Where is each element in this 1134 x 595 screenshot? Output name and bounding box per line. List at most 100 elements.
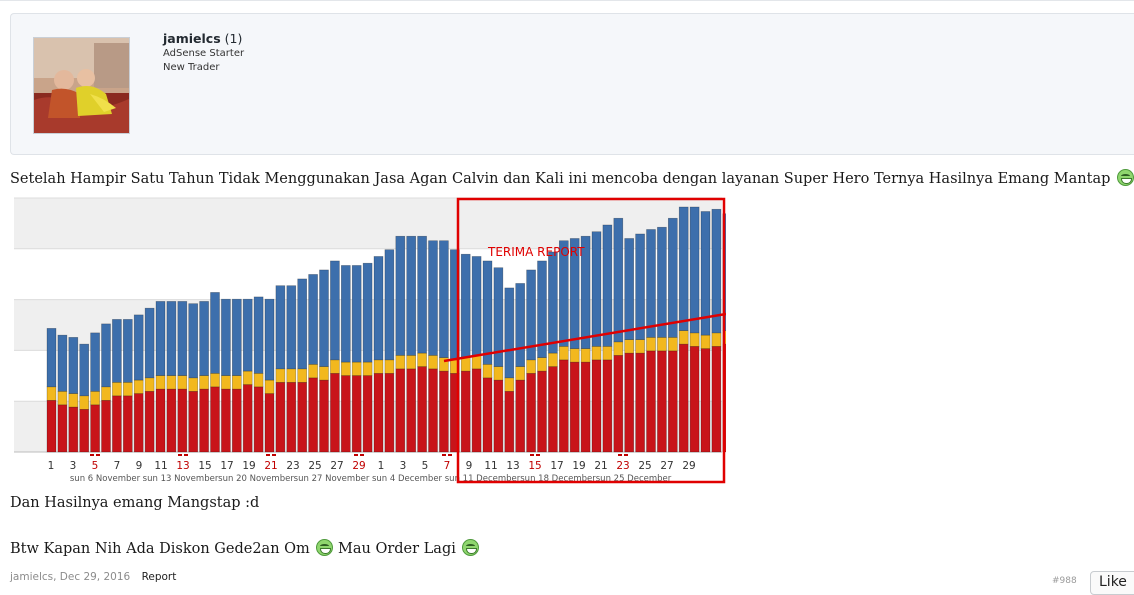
chart-bar (123, 319, 133, 383)
chart-bar (177, 375, 188, 390)
chart-bar (264, 393, 275, 453)
chart-bar (177, 388, 188, 453)
chart-bar (678, 343, 689, 453)
user-title-trader: New Trader (163, 62, 220, 73)
chart-bar (428, 368, 438, 453)
chart-bar (657, 337, 667, 352)
chart-bar (330, 260, 340, 361)
chart-bar (591, 346, 602, 361)
x-tick-label: 1 (48, 460, 55, 472)
message-user-info: jamielcs (1) AdSense Starter New Trader (10, 13, 1134, 155)
chart-bar (493, 267, 504, 367)
chart-bar (351, 361, 362, 376)
x-tick-label: 17 (550, 460, 563, 472)
meta-author-date[interactable]: jamielcs, Dec 29, 2016 (10, 571, 131, 583)
week-label: sun 4 December (372, 474, 443, 484)
report-link[interactable]: Report (141, 571, 177, 583)
message-text-1: Setelah Hampir Satu Tahun Tidak Mengguna… (10, 171, 1111, 187)
chart-bar (624, 339, 635, 354)
chart-bar (689, 332, 700, 347)
chart-bar (232, 375, 242, 390)
chart-bar (79, 395, 89, 410)
chart-bar (613, 341, 624, 356)
chart-bar (646, 337, 656, 352)
chart-bar (253, 373, 264, 388)
x-tick-label: 3 (400, 460, 407, 472)
username-link[interactable]: jamielcs (163, 31, 221, 46)
chart-bar (580, 348, 591, 363)
x-tick-label: 17 (220, 460, 233, 472)
week-label: sun 20 November (218, 474, 294, 484)
chart-bar (537, 357, 547, 372)
chart-bar (90, 332, 100, 392)
chart-bar (90, 391, 100, 406)
chart-bar (537, 370, 547, 453)
chart-bar (340, 361, 351, 376)
chart-bar (384, 373, 395, 453)
chart-bar (471, 368, 482, 453)
annotation-label: TERIMA REPORT (487, 245, 585, 259)
chart-bar (351, 265, 362, 363)
week-label: sun 27 November (294, 474, 370, 484)
chart-bar (460, 357, 471, 372)
chart-bar (439, 240, 449, 358)
chart-bar (471, 256, 482, 356)
chart-bar (700, 348, 711, 453)
x-tick-label: 29 (682, 460, 695, 472)
user-avatar[interactable] (33, 37, 130, 134)
x-tick-label: 5 (422, 460, 429, 472)
chart-bar (700, 334, 711, 349)
chart-bar (482, 377, 493, 453)
x-tick-label: 1 (378, 460, 385, 472)
chart-bar (101, 323, 111, 388)
chart-bar (90, 404, 100, 453)
chart-bar (395, 355, 406, 370)
chart-bar (646, 229, 656, 338)
chart-bar (264, 298, 275, 381)
x-tick-label: 25 (638, 460, 651, 472)
week-label: sun 18 December (520, 474, 596, 484)
x-tick-label: 21 (594, 460, 607, 472)
like-button[interactable]: Like (1090, 571, 1134, 595)
chart-bar (471, 355, 482, 370)
chart-bar (624, 352, 635, 453)
chart-bar (188, 303, 198, 379)
x-tick-label: 11 (484, 460, 497, 472)
chart-bar (177, 301, 188, 376)
chart-bar (340, 265, 351, 363)
week-label: sun 11 December (445, 474, 521, 484)
chart-bar (417, 366, 427, 453)
chart-bar (428, 240, 438, 356)
chart-bar (133, 314, 144, 381)
chart-bar (504, 391, 515, 453)
annotation-line (443, 312, 726, 363)
annotation-box (456, 197, 726, 484)
chart-bar (362, 375, 373, 453)
chart-bar (133, 379, 144, 394)
chart-bar (308, 364, 318, 379)
chart-bar (569, 361, 580, 453)
chart-bar (493, 366, 504, 381)
chart-bar (711, 332, 722, 347)
chart-bar (580, 361, 591, 453)
chart-bar (133, 393, 144, 453)
x-tick-label: 19 (242, 460, 255, 472)
chart-bar (482, 364, 493, 379)
week-label: sun 25 December (596, 474, 672, 484)
chart-bar (57, 391, 68, 406)
chart-bar (406, 368, 417, 453)
stats-chart-image: 1 3 5 7 9 11 13 15 17 19 21 23 25 27 29 1 3 5 7 9 11 13 15 17 19… (10, 196, 726, 486)
post-number[interactable]: #988 (1052, 576, 1077, 586)
x-tick-label: 7 (444, 460, 451, 472)
chart-bar (101, 400, 111, 453)
chart-bar (373, 373, 384, 453)
chart-bar (613, 217, 624, 343)
x-tick-label: 11 (154, 460, 167, 472)
x-tick-label: 25 (308, 460, 321, 472)
chart-bar (515, 379, 526, 453)
x-tick-label: 15 (528, 460, 541, 472)
chart-bar (242, 298, 253, 372)
chart-bar (657, 350, 667, 453)
chart-bar (308, 377, 318, 453)
chart-bar (123, 382, 133, 397)
